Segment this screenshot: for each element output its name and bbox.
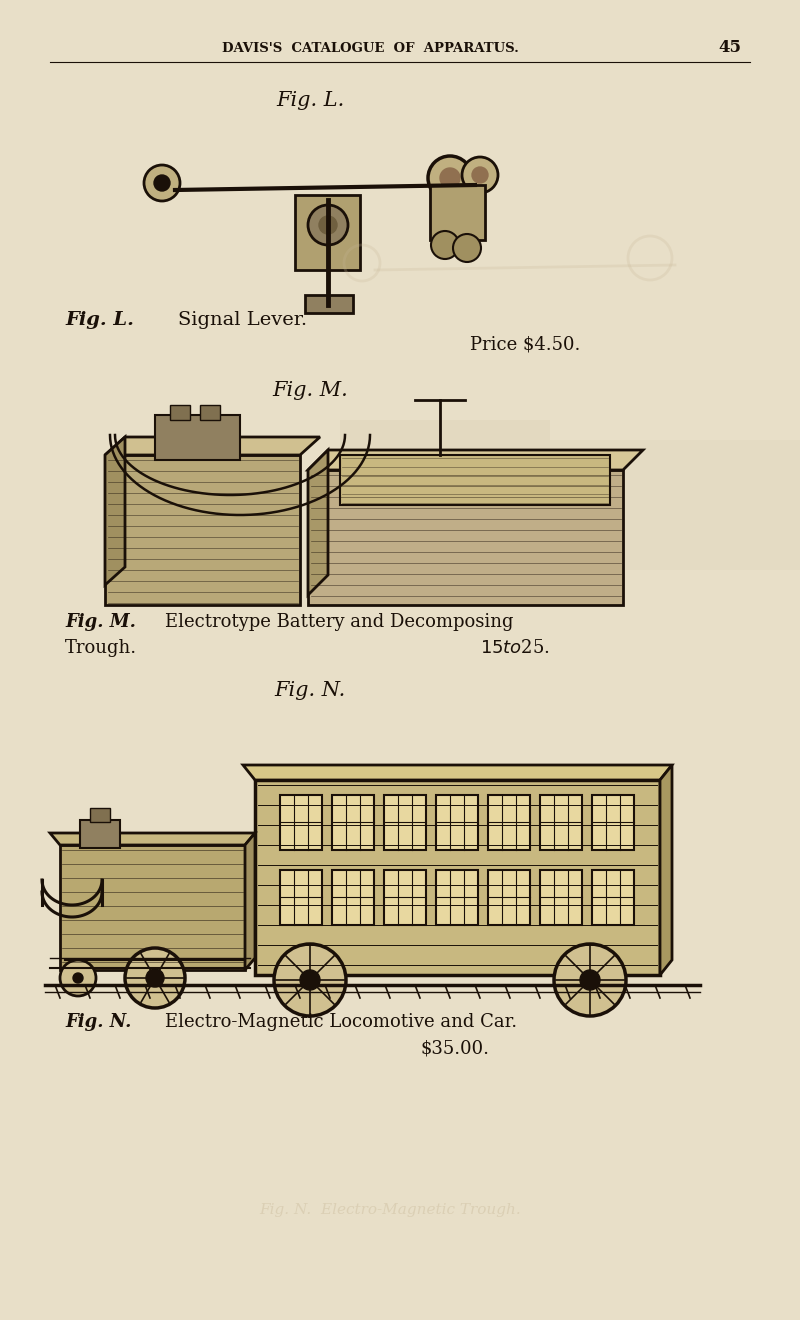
Text: Trough.: Trough. [65,639,137,657]
Circle shape [125,948,185,1008]
Polygon shape [245,833,255,970]
Bar [436,795,478,850]
Circle shape [319,216,337,234]
Bar [155,414,240,459]
Circle shape [440,168,460,187]
Bar [90,808,110,822]
Polygon shape [660,766,672,975]
Bar [592,795,634,850]
Text: 45: 45 [718,40,742,57]
Text: Fig. L.: Fig. L. [65,312,134,329]
Text: Fig. M.: Fig. M. [65,612,136,631]
Bar [80,820,120,847]
Bar [332,870,374,925]
Circle shape [431,231,459,259]
Bar [550,440,800,570]
Bar [170,405,190,420]
Bar [340,420,550,579]
Text: Price $4.50.: Price $4.50. [470,337,580,354]
Bar [255,780,660,975]
Text: Fig. M.: Fig. M. [272,380,348,400]
Bar [384,795,426,850]
Circle shape [453,234,481,261]
Text: $15 to $25.: $15 to $25. [480,639,550,657]
Bar [305,294,353,313]
Circle shape [554,944,626,1016]
Circle shape [428,156,472,201]
Circle shape [144,165,180,201]
Bar [436,870,478,925]
Bar [384,870,426,925]
Polygon shape [308,450,328,595]
Circle shape [472,168,488,183]
Circle shape [300,970,320,990]
Bar [105,455,300,605]
Polygon shape [243,766,672,780]
Text: Electrotype Battery and Decomposing: Electrotype Battery and Decomposing [165,612,514,631]
Text: Fig. N.  Electro-Magnetic Trough.: Fig. N. Electro-Magnetic Trough. [259,1203,521,1217]
Bar [540,795,582,850]
Bar [592,870,634,925]
Circle shape [154,176,170,191]
Bar [280,870,322,925]
Text: Fig. N.: Fig. N. [274,681,346,700]
Text: Signal Lever.: Signal Lever. [178,312,307,329]
Text: Electro-Magnetic Locomotive and Car.: Electro-Magnetic Locomotive and Car. [165,1012,517,1031]
Text: $35.00.: $35.00. [420,1039,489,1057]
Circle shape [146,969,164,987]
Text: Fig. L.: Fig. L. [276,91,344,110]
Bar [308,470,623,605]
Bar [430,185,485,240]
Bar [340,455,610,506]
Circle shape [274,944,346,1016]
Polygon shape [50,833,255,845]
Bar [488,795,530,850]
Polygon shape [308,450,643,470]
Polygon shape [105,437,320,455]
Text: Fig. N.: Fig. N. [65,1012,131,1031]
Circle shape [580,970,600,990]
Circle shape [60,960,96,997]
Bar [200,405,220,420]
Bar [332,795,374,850]
Bar [60,845,245,970]
Circle shape [462,157,498,193]
Bar [280,795,322,850]
Bar [295,195,360,271]
Text: DAVIS'S  CATALOGUE  OF  APPARATUS.: DAVIS'S CATALOGUE OF APPARATUS. [222,41,518,54]
Bar [488,870,530,925]
Bar [540,870,582,925]
Circle shape [73,973,83,983]
Polygon shape [105,437,125,585]
Circle shape [308,205,348,246]
